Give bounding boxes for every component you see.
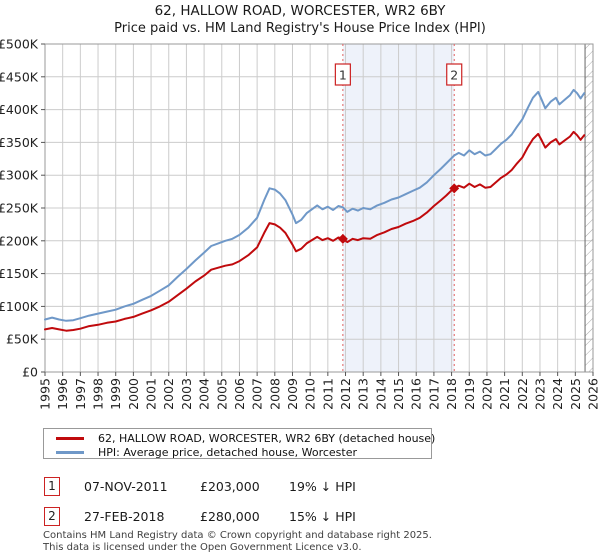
x-axis-label: 2000 (126, 378, 141, 410)
x-axis-label: 2007 (250, 378, 265, 410)
x-axis-label: 2003 (179, 378, 194, 410)
hpi-line (44, 88, 586, 322)
x-axis-label: 2021 (497, 378, 512, 410)
x-axis-label: 1999 (108, 378, 123, 410)
legend-label-price: 62, HALLOW ROAD, WORCESTER, WR2 6BY (det… (98, 431, 436, 445)
sale-row-2: 2 27-FEB-2018 £280,000 15% ↓ HPI (0, 507, 600, 527)
x-axis-label: 2016 (409, 378, 424, 410)
sale-row-1: 1 07-NOV-2011 £203,000 19% ↓ HPI (0, 477, 600, 497)
chart-subtitle: Price paid vs. HM Land Registry's House … (114, 21, 486, 36)
sale-1-date: 07-NOV-2011 (84, 479, 168, 494)
license-footer: Contains HM Land Registry data © Crown c… (43, 530, 432, 553)
sale-1-hpi-delta: 19% ↓ HPI (289, 479, 356, 494)
x-axis-label: 1997 (73, 378, 88, 410)
x-axis-label: 2020 (479, 378, 494, 410)
y-axis-label: £350K (0, 135, 39, 150)
hpi-line-swatch (56, 450, 84, 454)
y-axis-label: £150K (0, 266, 39, 281)
x-axis-label: 2009 (285, 378, 300, 410)
x-axis-label: 2018 (444, 378, 459, 410)
y-axis-label: £200K (0, 233, 39, 248)
sale-2-date: 27-FEB-2018 (84, 509, 165, 524)
legend: 62, HALLOW ROAD, WORCESTER, WR2 6BY (det… (43, 428, 435, 459)
x-axis-label: 2011 (320, 378, 335, 410)
y-axis-label: £0 (22, 365, 38, 380)
y-axis-label: £50K (6, 332, 39, 347)
x-axis-label: 2006 (232, 378, 247, 410)
x-axis-label: 2024 (550, 378, 565, 410)
x-axis-label: 2023 (532, 378, 547, 410)
sale-1-number-badge: 1 (44, 477, 60, 496)
x-axis-label: 2017 (426, 378, 441, 410)
x-axis-label: 2008 (267, 378, 282, 410)
sale-2-price: £280,000 (200, 509, 260, 524)
x-axis-label: 2022 (515, 378, 530, 410)
y-axis-label: £400K (0, 102, 39, 117)
x-axis-label: 2001 (144, 378, 159, 410)
sale-1-flag (334, 63, 351, 86)
x-axis-label: 2015 (391, 378, 406, 410)
x-axis-label: 2002 (161, 378, 176, 410)
sale-2-point (449, 183, 460, 194)
sale-1-point (337, 233, 348, 244)
sale-1-price: £203,000 (200, 479, 260, 494)
chart-title: 62, HALLOW ROAD, WORCESTER, WR2 6BY (154, 3, 446, 19)
x-axis-label: 2012 (338, 378, 353, 410)
sale-1-flag-number: 1 (339, 68, 347, 83)
price-paid-line (44, 130, 586, 332)
footer-line-2: This data is licensed under the Open Gov… (43, 541, 362, 553)
x-axis-label: 2026 (586, 378, 600, 410)
legend-item-hpi: HPI: Average price, detached house, Worc… (56, 445, 431, 459)
sale-2-number-badge: 2 (44, 507, 60, 526)
legend-item-price: 62, HALLOW ROAD, WORCESTER, WR2 6BY (det… (56, 431, 435, 445)
x-axis-label: 2014 (373, 378, 388, 410)
price-history-chart: £0 £50K £100K £150K £200K £250K £300K £350K £400… (0, 37, 600, 410)
sale-2-flag (446, 63, 463, 86)
x-axis-label: 2005 (214, 378, 229, 410)
x-axis-label: 1996 (55, 378, 70, 410)
x-axis-label: 2010 (303, 378, 318, 410)
sale-2-flag-number: 2 (450, 68, 458, 83)
legend-label-hpi: HPI: Average price, detached house, Worc… (98, 445, 358, 459)
x-axis-label: 2013 (356, 378, 371, 410)
x-axis-label: 1995 (38, 378, 53, 410)
y-axis-label: £250K (0, 201, 39, 216)
sale-2-hpi-delta: 15% ↓ HPI (289, 509, 356, 524)
price-line-swatch (56, 436, 84, 440)
y-axis-label: £500K (0, 37, 39, 52)
y-axis-label: £300K (0, 168, 39, 183)
future-hatch-region (585, 44, 593, 372)
x-axis-label: 2019 (462, 378, 477, 410)
x-axis-label: 2004 (197, 378, 212, 410)
x-axis-label: 2025 (568, 378, 583, 410)
footer-line-1: Contains HM Land Registry data © Crown c… (43, 530, 432, 541)
y-axis-label: £100K (0, 299, 39, 314)
y-axis-label: £450K (0, 69, 39, 84)
x-axis-label: 1998 (91, 378, 106, 410)
